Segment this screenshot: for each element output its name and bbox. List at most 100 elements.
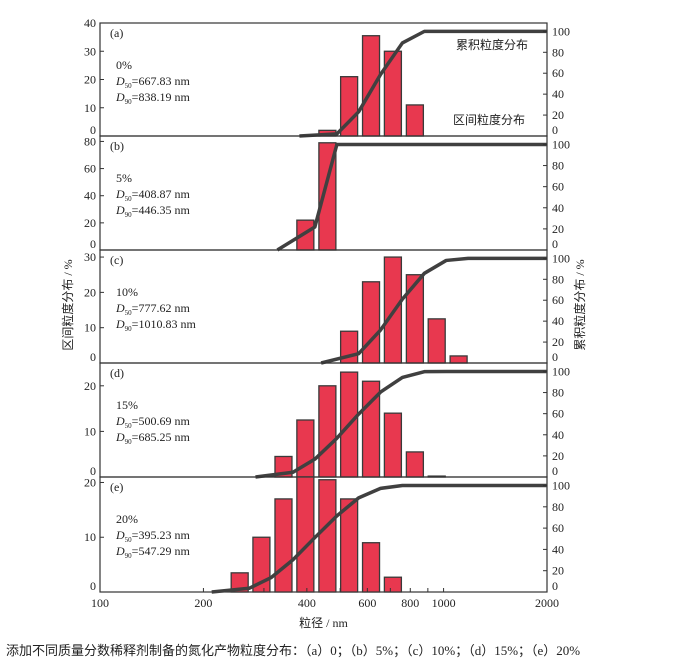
histogram-bar xyxy=(361,542,381,593)
panel-label: (e) xyxy=(110,480,123,494)
right-y-tick-label: 80 xyxy=(552,272,564,286)
y-tick-label: 40 xyxy=(84,16,96,30)
cumulative-curve xyxy=(320,256,547,365)
right-y-tick-label: 100 xyxy=(552,24,570,38)
right-y-tick-label: 40 xyxy=(552,542,564,556)
histogram-bar xyxy=(296,476,315,593)
right-y-tick-label: 0 xyxy=(552,350,558,364)
right-y-tick-label: 40 xyxy=(552,428,564,442)
y-tick-label: 10 xyxy=(84,321,96,335)
y-tick-label: 0 xyxy=(90,123,96,137)
y-tick-label: 0 xyxy=(90,350,96,364)
y-tick-label: 60 xyxy=(84,162,96,176)
histogram-bar xyxy=(405,451,425,478)
d90-value: D90=547.29 nm xyxy=(115,544,190,560)
histogram-bar xyxy=(339,498,359,593)
right-y-tick-label: 20 xyxy=(552,564,564,578)
right-y-tick-label: 0 xyxy=(552,123,558,137)
right-y-tick-label: 80 xyxy=(552,159,564,173)
right-y-tick-label: 100 xyxy=(552,479,570,493)
right-y-tick-label: 20 xyxy=(552,335,564,349)
d90-value: D90=446.35 nm xyxy=(115,203,190,219)
histogram-bar xyxy=(318,479,337,593)
cumulative-curve xyxy=(299,29,547,138)
histogram-bar xyxy=(383,576,403,593)
x-tick-label: 2000 xyxy=(535,596,559,610)
y-tick-label: 30 xyxy=(84,250,96,264)
left-y-axis-label: 区间粒度分布 / % xyxy=(60,259,75,350)
d50-value: D50=667.83 nm xyxy=(115,74,190,90)
y-tick-label: 10 xyxy=(84,101,96,115)
right-y-tick-label: 60 xyxy=(552,293,564,307)
y-tick-label: 30 xyxy=(84,44,96,58)
y-tick-label: 10 xyxy=(84,530,96,544)
right-y-tick-label: 40 xyxy=(552,201,564,215)
histogram-bar xyxy=(449,355,468,364)
histogram-bar xyxy=(383,412,403,478)
panel-label: (c) xyxy=(110,253,123,267)
d90-value: D90=1010.83 nm xyxy=(115,317,196,333)
histogram-bar xyxy=(427,318,446,364)
right-y-tick-label: 80 xyxy=(552,500,564,514)
right-y-axis-label: 累积粒度分布 / % xyxy=(572,259,587,350)
right-y-tick-label: 20 xyxy=(552,222,564,236)
right-y-tick-label: 0 xyxy=(552,579,558,593)
x-tick-label: 200 xyxy=(194,596,212,610)
panel-label: (d) xyxy=(110,366,124,380)
right-y-tick-label: 40 xyxy=(552,314,564,328)
x-axis-label: 粒径 / nm xyxy=(299,615,348,630)
histogram-bar xyxy=(318,385,337,478)
figure-caption: 添加不同质量分数稀释剂制备的氮化产物粒度分布：（a）0；（b）5%；（c）10%… xyxy=(6,643,581,658)
histogram-bar xyxy=(252,536,271,593)
y-tick-label: 10 xyxy=(84,424,96,438)
dilution-percentage: 20% xyxy=(116,512,138,526)
y-tick-label: 40 xyxy=(84,189,96,203)
d50-value: D50=408.87 nm xyxy=(115,187,190,203)
right-y-tick-label: 100 xyxy=(552,364,570,378)
right-y-tick-label: 80 xyxy=(552,45,564,59)
right-y-tick-label: 0 xyxy=(552,464,558,478)
right-y-tick-label: 20 xyxy=(552,449,564,463)
legend-interval: 区间粒度分布 xyxy=(453,112,525,127)
x-tick-label: 1000 xyxy=(432,596,456,610)
right-y-tick-label: 60 xyxy=(552,521,564,535)
y-tick-label: 20 xyxy=(84,285,96,299)
d90-value: D90=838.19 nm xyxy=(115,90,190,106)
y-tick-label: 0 xyxy=(90,464,96,478)
right-y-tick-label: 60 xyxy=(552,407,564,421)
cumulative-curve xyxy=(255,369,547,479)
histogram-bar xyxy=(361,281,381,364)
y-tick-label: 20 xyxy=(84,379,96,393)
d90-value: D90=685.25 nm xyxy=(115,430,190,446)
right-y-tick-label: 60 xyxy=(552,180,564,194)
right-y-tick-label: 100 xyxy=(552,137,570,151)
x-tick-label: 800 xyxy=(401,596,419,610)
d50-value: D50=395.23 nm xyxy=(115,528,190,544)
y-tick-label: 20 xyxy=(84,216,96,230)
dilution-percentage: 10% xyxy=(116,285,138,299)
y-tick-label: 20 xyxy=(84,73,96,87)
panel-label: (a) xyxy=(110,26,123,40)
d50-value: D50=500.69 nm xyxy=(115,414,190,430)
x-tick-label: 600 xyxy=(358,596,376,610)
right-y-tick-label: 60 xyxy=(552,66,564,80)
d50-value: D50=777.62 nm xyxy=(115,301,190,317)
right-y-tick-label: 80 xyxy=(552,386,564,400)
y-tick-label: 20 xyxy=(84,475,96,489)
right-y-tick-label: 40 xyxy=(552,87,564,101)
histogram-bar xyxy=(361,35,381,137)
dilution-percentage: 15% xyxy=(116,398,138,412)
legend-cumulative: 累积粒度分布 xyxy=(456,37,528,52)
dilution-percentage: 5% xyxy=(116,171,132,185)
y-tick-label: 80 xyxy=(84,134,96,148)
y-tick-label: 0 xyxy=(90,579,96,593)
right-y-tick-label: 0 xyxy=(552,237,558,251)
x-tick-label: 100 xyxy=(91,596,109,610)
right-y-tick-label: 20 xyxy=(552,108,564,122)
cumulative-curve xyxy=(211,483,547,594)
dilution-percentage: 0% xyxy=(116,58,132,72)
right-y-tick-label: 100 xyxy=(552,251,570,265)
y-tick-label: 0 xyxy=(90,237,96,251)
panel-label: (b) xyxy=(110,139,124,153)
cumulative-curve xyxy=(276,142,547,252)
